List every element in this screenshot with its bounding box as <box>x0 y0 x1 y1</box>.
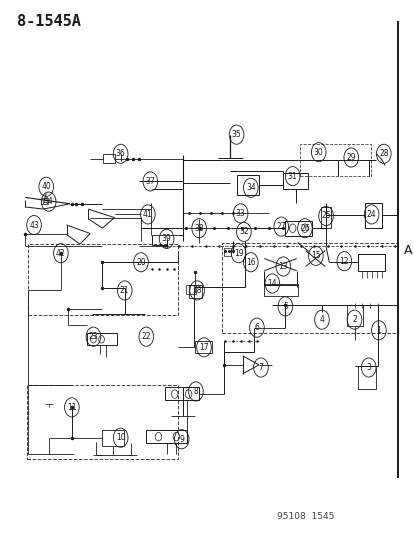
Text: 34: 34 <box>245 183 255 192</box>
Text: 13: 13 <box>278 262 287 271</box>
Text: 9: 9 <box>179 435 184 444</box>
Bar <box>28 244 177 316</box>
Bar <box>195 341 211 353</box>
Text: 23: 23 <box>88 332 98 341</box>
Bar <box>40 198 48 204</box>
Text: 42: 42 <box>56 249 66 258</box>
Text: 43: 43 <box>29 221 39 230</box>
Bar <box>27 384 177 459</box>
Text: 6: 6 <box>254 323 259 332</box>
Bar <box>188 285 201 298</box>
Bar <box>347 305 362 326</box>
Text: 3: 3 <box>366 363 370 372</box>
Text: 15: 15 <box>310 252 320 260</box>
Text: A: A <box>403 244 412 257</box>
Text: 19: 19 <box>233 249 243 258</box>
Bar <box>285 221 311 236</box>
Bar <box>299 144 370 176</box>
Text: 16: 16 <box>245 258 255 266</box>
Text: 35: 35 <box>231 130 241 139</box>
Text: 12: 12 <box>339 257 348 265</box>
Text: 36: 36 <box>116 149 125 158</box>
Text: 27: 27 <box>276 222 285 231</box>
Text: 39: 39 <box>161 235 171 244</box>
Text: 28: 28 <box>378 149 387 158</box>
Text: 41: 41 <box>143 210 152 219</box>
Bar <box>222 243 396 333</box>
Text: 8-1545A: 8-1545A <box>17 14 81 29</box>
Bar <box>186 285 196 294</box>
Text: 1: 1 <box>375 326 380 335</box>
Bar <box>320 207 330 228</box>
Bar <box>364 203 381 228</box>
Text: 38: 38 <box>194 224 204 233</box>
Bar <box>165 387 198 400</box>
Text: 2: 2 <box>351 315 356 324</box>
Text: 37: 37 <box>145 177 155 186</box>
Text: 22: 22 <box>141 332 151 341</box>
Text: 20: 20 <box>136 258 145 266</box>
Bar <box>236 174 258 195</box>
Text: 30: 30 <box>313 148 323 157</box>
Text: 8: 8 <box>193 387 198 396</box>
Text: 29: 29 <box>346 153 355 162</box>
Text: 31: 31 <box>287 172 297 181</box>
Bar <box>103 155 115 163</box>
Bar <box>357 367 375 389</box>
Text: 14: 14 <box>267 279 276 288</box>
Text: 40: 40 <box>41 182 51 191</box>
Text: 32: 32 <box>238 228 248 237</box>
Bar <box>357 254 385 271</box>
Text: 33: 33 <box>235 209 245 218</box>
Text: 11: 11 <box>67 403 76 412</box>
Bar <box>282 173 307 189</box>
Text: 18: 18 <box>192 286 202 295</box>
Bar <box>223 248 230 256</box>
Text: 10: 10 <box>116 433 125 442</box>
Text: 7: 7 <box>258 363 263 372</box>
Bar <box>263 284 297 296</box>
Text: 95108  1545: 95108 1545 <box>277 512 334 521</box>
Text: 17: 17 <box>199 343 208 352</box>
Text: 25: 25 <box>320 212 330 221</box>
Text: 21: 21 <box>120 286 129 295</box>
Text: 4: 4 <box>319 315 324 324</box>
Bar <box>87 334 117 345</box>
Text: 44: 44 <box>44 197 53 206</box>
Bar <box>146 430 187 443</box>
Bar <box>102 430 123 446</box>
Text: 5: 5 <box>282 302 287 311</box>
Text: 26: 26 <box>299 224 309 233</box>
Text: 24: 24 <box>366 210 375 219</box>
